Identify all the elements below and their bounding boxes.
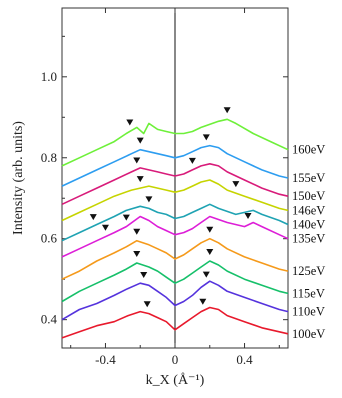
peak-marker xyxy=(223,107,231,114)
peak-marker xyxy=(206,226,214,233)
series-label-160eV: 160eV xyxy=(292,143,325,157)
peak-marker xyxy=(133,251,141,257)
x-tick-label: 0 xyxy=(172,352,179,367)
series-label-150eV: 150eV xyxy=(292,189,325,203)
peak-marker xyxy=(136,176,144,183)
peak-marker xyxy=(89,214,97,221)
series-label-155eV: 155eV xyxy=(292,171,325,185)
series-line-125eV xyxy=(61,237,289,280)
peak-marker xyxy=(136,137,144,144)
peak-marker xyxy=(140,272,148,279)
series-line-110eV xyxy=(61,280,289,321)
series-line-100eV xyxy=(61,306,289,339)
y-tick-label: 0.6 xyxy=(41,231,58,246)
series-line-146eV xyxy=(61,179,289,222)
x-tick-label: 0.4 xyxy=(236,352,253,367)
series-labels: 100eV 110eV 115eV 125eV 135eV140eV146eV150eV… xyxy=(292,143,325,341)
peak-marker xyxy=(133,228,141,235)
x-axis-label: k_X (Å⁻¹) xyxy=(146,372,205,388)
peak-marker xyxy=(101,224,109,231)
series-label-135eV: 135eV xyxy=(292,232,325,246)
marker-layer xyxy=(89,107,252,308)
series-line-115eV xyxy=(61,260,289,303)
y-axis: 0.4 0.6 0.8 1.0 xyxy=(41,35,288,327)
series-line-155eV xyxy=(61,144,289,187)
peak-marker xyxy=(202,134,210,141)
peak-marker xyxy=(122,214,130,221)
y-tick-label: 0.4 xyxy=(41,312,58,327)
peak-marker xyxy=(206,248,214,255)
peak-marker xyxy=(199,298,207,305)
peak-marker xyxy=(133,157,141,164)
peak-marker xyxy=(143,301,151,308)
series-label-100eV: 100eV xyxy=(292,327,325,341)
series-layer xyxy=(61,118,289,339)
peak-marker xyxy=(232,181,240,188)
peak-marker xyxy=(145,196,153,203)
y-axis-label: Intensity (arb. units) xyxy=(11,121,26,235)
y-tick-label: 1.0 xyxy=(41,69,57,84)
peak-marker xyxy=(126,119,134,126)
series-label-140eV: 140eV xyxy=(292,218,325,232)
peak-marker xyxy=(202,271,210,278)
series-line-135eV xyxy=(61,215,289,258)
x-axis: -0.4 0 0.4 xyxy=(70,8,280,367)
x-tick-label: -0.4 xyxy=(95,352,116,367)
peak-marker xyxy=(188,157,196,164)
series-label-146eV: 146eV xyxy=(292,203,325,217)
y-tick-label: 0.8 xyxy=(41,150,57,165)
series-line-140eV xyxy=(61,203,289,242)
series-label-125eV: 125eV xyxy=(292,264,325,278)
series-label-110eV: 110eV xyxy=(292,305,325,319)
series-line-150eV xyxy=(61,163,289,206)
series-line-160eV xyxy=(61,118,289,167)
peak-marker xyxy=(244,212,252,219)
series-label-115eV: 115eV xyxy=(292,286,325,300)
